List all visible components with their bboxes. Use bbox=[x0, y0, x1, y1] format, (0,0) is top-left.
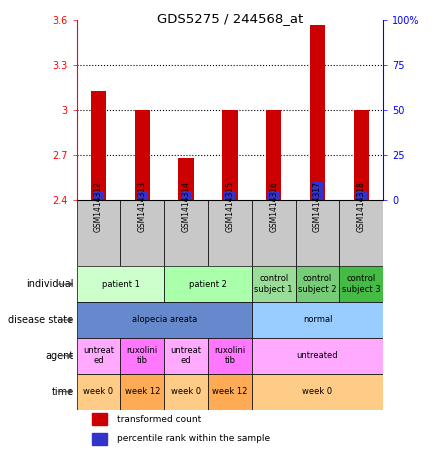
Bar bbox=[120, 200, 164, 266]
Bar bbox=[208, 374, 252, 410]
Text: GDS5275 / 244568_at: GDS5275 / 244568_at bbox=[157, 12, 303, 25]
Bar bbox=[296, 200, 339, 266]
Bar bbox=[92, 414, 107, 425]
Bar bbox=[252, 200, 296, 266]
Text: week 0: week 0 bbox=[171, 387, 201, 396]
Bar bbox=[137, 191, 148, 200]
Text: GSM1414318: GSM1414318 bbox=[357, 181, 366, 231]
Bar bbox=[268, 191, 279, 200]
Bar bbox=[252, 374, 383, 410]
Bar bbox=[339, 266, 383, 302]
Text: time: time bbox=[51, 386, 74, 397]
Bar bbox=[252, 266, 296, 302]
Bar bbox=[266, 110, 281, 200]
Bar bbox=[164, 200, 208, 266]
Bar bbox=[208, 338, 252, 374]
Bar bbox=[252, 338, 383, 374]
Bar bbox=[77, 374, 120, 410]
Bar bbox=[312, 182, 323, 200]
Bar bbox=[77, 200, 120, 266]
Bar bbox=[77, 266, 164, 302]
Bar bbox=[356, 191, 367, 200]
Bar bbox=[354, 110, 369, 200]
Bar bbox=[164, 266, 252, 302]
Text: untreated: untreated bbox=[297, 351, 339, 360]
Bar bbox=[296, 266, 339, 302]
Bar bbox=[180, 191, 192, 200]
Text: GSM1414316: GSM1414316 bbox=[269, 181, 278, 231]
Bar bbox=[339, 200, 383, 266]
Text: ruxolini
tib: ruxolini tib bbox=[127, 346, 158, 366]
Text: week 12: week 12 bbox=[125, 387, 160, 396]
Bar bbox=[208, 200, 252, 266]
Bar bbox=[135, 110, 150, 200]
Bar bbox=[164, 374, 208, 410]
Text: alopecia areata: alopecia areata bbox=[132, 315, 197, 324]
Bar bbox=[223, 110, 238, 200]
Text: week 0: week 0 bbox=[84, 387, 113, 396]
Bar bbox=[77, 302, 252, 338]
Text: control
subject 2: control subject 2 bbox=[298, 275, 337, 294]
Bar bbox=[179, 158, 194, 200]
Bar bbox=[164, 338, 208, 374]
Text: control
subject 3: control subject 3 bbox=[342, 275, 381, 294]
Bar bbox=[91, 91, 106, 200]
Bar bbox=[93, 191, 104, 200]
Text: patient 2: patient 2 bbox=[189, 280, 227, 289]
Text: disease state: disease state bbox=[8, 315, 74, 325]
Text: transformed count: transformed count bbox=[117, 415, 201, 424]
Bar bbox=[77, 338, 120, 374]
Bar bbox=[252, 302, 383, 338]
Text: GSM1414317: GSM1414317 bbox=[313, 181, 322, 231]
Text: percentile rank within the sample: percentile rank within the sample bbox=[117, 434, 270, 443]
Text: agent: agent bbox=[46, 351, 74, 361]
Text: patient 1: patient 1 bbox=[102, 280, 139, 289]
Bar bbox=[92, 433, 107, 444]
Text: GSM1414313: GSM1414313 bbox=[138, 181, 147, 231]
Bar bbox=[120, 338, 164, 374]
Bar bbox=[120, 374, 164, 410]
Bar bbox=[310, 25, 325, 200]
Text: ruxolini
tib: ruxolini tib bbox=[214, 346, 246, 366]
Text: normal: normal bbox=[303, 315, 332, 324]
Text: untreat
ed: untreat ed bbox=[83, 346, 114, 366]
Bar bbox=[225, 191, 236, 200]
Text: week 0: week 0 bbox=[303, 387, 332, 396]
Text: GSM1414315: GSM1414315 bbox=[226, 181, 234, 231]
Text: GSM1414312: GSM1414312 bbox=[94, 181, 103, 231]
Text: control
subject 1: control subject 1 bbox=[254, 275, 293, 294]
Text: untreat
ed: untreat ed bbox=[171, 346, 201, 366]
Text: GSM1414314: GSM1414314 bbox=[182, 181, 191, 231]
Text: week 12: week 12 bbox=[212, 387, 247, 396]
Text: individual: individual bbox=[26, 279, 74, 289]
